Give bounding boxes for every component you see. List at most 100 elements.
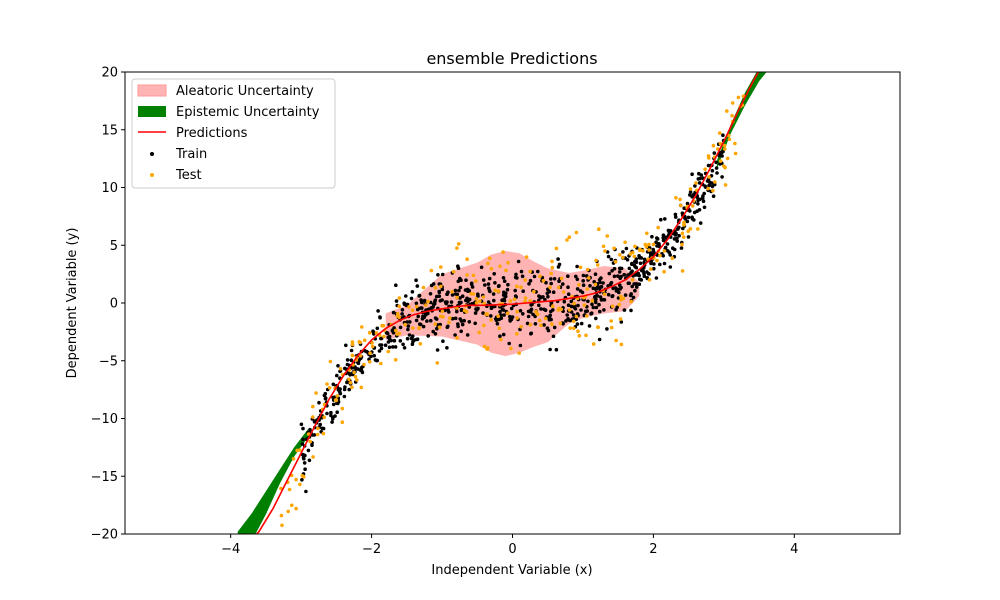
- test-point: [519, 325, 523, 329]
- train-point: [398, 339, 403, 343]
- test-point: [524, 255, 529, 259]
- test-point: [489, 318, 493, 322]
- train-point: [491, 292, 496, 296]
- test-point: [512, 297, 517, 302]
- train-point: [437, 290, 442, 295]
- train-point: [547, 315, 552, 319]
- train-point: [450, 316, 455, 321]
- test-point: [567, 235, 572, 239]
- test-point: [471, 273, 476, 278]
- train-point: [498, 334, 502, 339]
- test-point: [437, 325, 442, 330]
- train-point: [336, 401, 340, 406]
- train-point: [720, 175, 724, 179]
- test-point: [605, 234, 610, 238]
- train-point: [565, 313, 569, 317]
- train-point: [637, 255, 642, 260]
- train-point: [564, 319, 568, 323]
- train-point: [378, 315, 382, 319]
- train-point: [652, 266, 656, 271]
- test-point: [584, 314, 589, 318]
- test-point: [474, 297, 479, 301]
- train-point: [580, 290, 585, 295]
- train-point: [717, 153, 722, 158]
- train-point: [453, 316, 458, 321]
- test-point: [619, 342, 624, 347]
- test-point: [482, 323, 486, 328]
- test-point: [557, 306, 561, 311]
- test-point: [711, 143, 716, 148]
- train-point: [637, 282, 642, 287]
- train-point: [690, 216, 695, 221]
- train-point: [495, 321, 500, 326]
- test-point: [440, 309, 445, 314]
- train-point: [456, 266, 461, 271]
- train-point: [335, 410, 340, 415]
- train-point: [528, 278, 533, 283]
- train-point: [630, 269, 634, 274]
- train-point: [426, 334, 431, 338]
- train-point: [676, 227, 680, 231]
- train-point: [536, 269, 540, 274]
- test-point: [482, 301, 486, 306]
- train-point: [487, 276, 492, 281]
- train-point: [667, 231, 672, 235]
- test-point: [295, 448, 299, 453]
- train-point: [661, 238, 666, 243]
- train-point: [593, 294, 598, 299]
- test-point: [350, 385, 354, 390]
- train-point: [486, 282, 491, 286]
- x-axis: −4 −2 0 2 4: [221, 534, 798, 557]
- test-point: [538, 274, 542, 279]
- train-point: [581, 283, 586, 288]
- train-point: [379, 336, 383, 341]
- train-point: [552, 325, 557, 330]
- train-point: [597, 302, 601, 307]
- train-point: [333, 414, 337, 418]
- test-point: [505, 311, 510, 316]
- y-tick-label: 5: [110, 239, 118, 254]
- train-point: [649, 253, 653, 257]
- train-point: [547, 317, 552, 322]
- train-point: [497, 284, 501, 288]
- train-point: [344, 343, 348, 348]
- test-point: [550, 265, 555, 270]
- test-point: [504, 268, 508, 273]
- train-point: [378, 343, 382, 347]
- x-tick-label: 4: [790, 542, 798, 557]
- train-point: [566, 285, 570, 290]
- train-point: [630, 261, 634, 266]
- train-point: [493, 281, 497, 285]
- train-point: [489, 306, 494, 311]
- test-point: [280, 523, 284, 528]
- test-point: [585, 267, 590, 272]
- train-point: [633, 264, 637, 269]
- test-point: [360, 325, 364, 329]
- train-point: [408, 320, 412, 324]
- test-point: [597, 227, 601, 231]
- train-point: [541, 295, 545, 299]
- train-point: [345, 362, 350, 367]
- train-point: [387, 334, 392, 339]
- train-point: [473, 321, 478, 326]
- test-point: [477, 330, 482, 335]
- train-point: [529, 310, 533, 314]
- test-point: [541, 278, 546, 283]
- test-point: [338, 367, 343, 371]
- train-point: [446, 324, 450, 329]
- test-point: [279, 513, 284, 518]
- train-point: [651, 249, 656, 254]
- train-point: [675, 239, 679, 243]
- train-point: [302, 461, 307, 465]
- test-point: [358, 340, 363, 345]
- train-point: [483, 283, 487, 287]
- train-point: [591, 305, 596, 310]
- train-point: [712, 151, 717, 155]
- legend-label-train: Train: [175, 147, 207, 162]
- train-point: [682, 206, 686, 210]
- test-point: [450, 289, 454, 294]
- train-point: [666, 228, 671, 233]
- train-point: [710, 168, 715, 173]
- train-point: [407, 333, 412, 337]
- train-point: [617, 270, 622, 274]
